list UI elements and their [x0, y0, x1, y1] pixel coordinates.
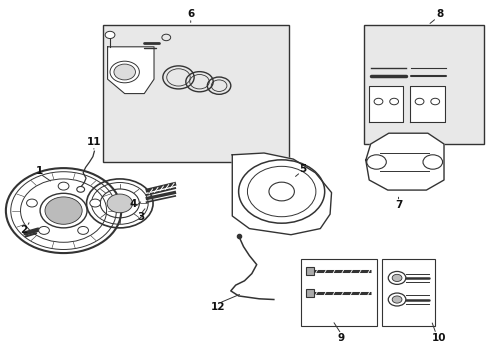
- Circle shape: [114, 64, 135, 80]
- Polygon shape: [409, 86, 444, 122]
- Circle shape: [78, 226, 88, 234]
- Text: 3: 3: [137, 212, 144, 222]
- Circle shape: [26, 199, 37, 207]
- Circle shape: [268, 182, 294, 201]
- Polygon shape: [365, 133, 443, 190]
- Text: 12: 12: [210, 302, 224, 312]
- Text: 9: 9: [337, 333, 344, 343]
- Polygon shape: [232, 153, 331, 235]
- Bar: [102, 25, 288, 162]
- Circle shape: [107, 194, 132, 213]
- Circle shape: [391, 274, 401, 282]
- Circle shape: [39, 226, 49, 234]
- Bar: [300, 259, 376, 326]
- Bar: [382, 259, 434, 326]
- Circle shape: [90, 199, 101, 207]
- Text: 4: 4: [129, 199, 137, 210]
- Circle shape: [45, 197, 82, 224]
- Bar: [364, 25, 483, 144]
- Bar: [305, 267, 314, 275]
- Text: 2: 2: [20, 225, 27, 235]
- Text: 7: 7: [394, 200, 402, 210]
- Bar: [305, 289, 314, 297]
- Text: 5: 5: [299, 164, 306, 174]
- Text: 10: 10: [431, 333, 446, 343]
- Circle shape: [58, 182, 69, 190]
- Text: 11: 11: [86, 137, 101, 147]
- Text: 6: 6: [187, 9, 194, 19]
- Polygon shape: [368, 86, 403, 122]
- Circle shape: [387, 293, 405, 306]
- Circle shape: [77, 186, 84, 192]
- Circle shape: [387, 271, 405, 284]
- Circle shape: [105, 31, 115, 39]
- Polygon shape: [107, 47, 154, 94]
- Circle shape: [391, 296, 401, 303]
- Text: 1: 1: [36, 166, 42, 176]
- Text: 8: 8: [436, 9, 443, 19]
